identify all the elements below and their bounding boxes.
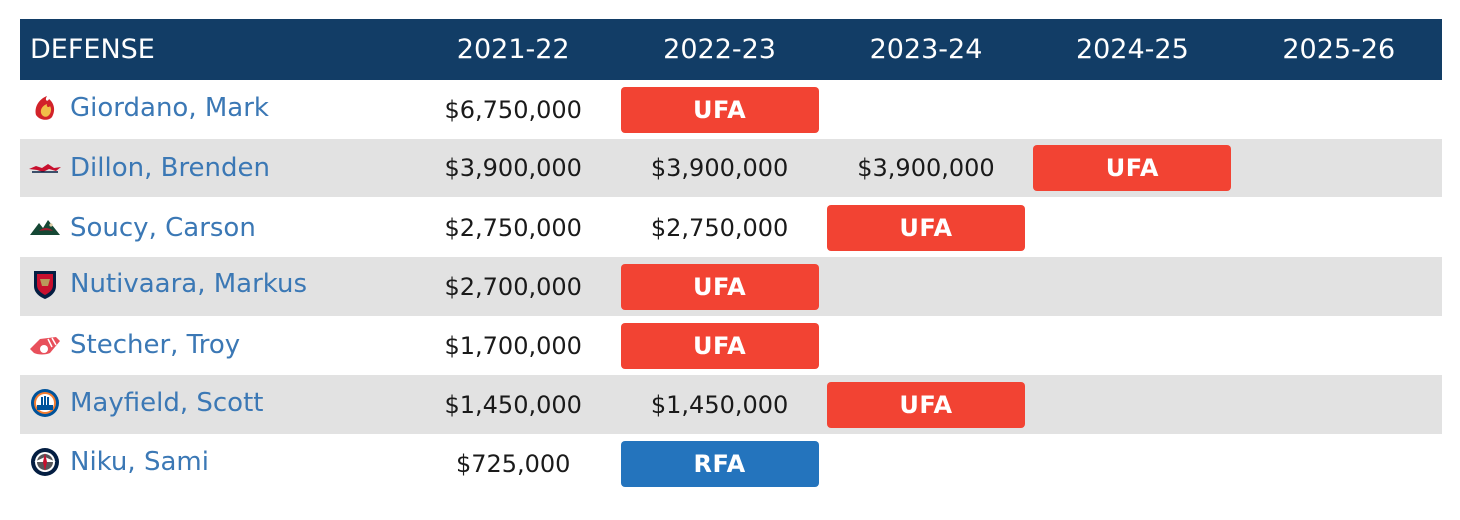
flames-logo-icon — [28, 91, 62, 125]
player-cell: Giordano, Mark — [20, 80, 410, 139]
player-row: Stecher, Troy $1,700,000 UFA — [20, 316, 1442, 375]
season-cell: UFA — [616, 257, 822, 316]
player-row: Soucy, Carson $2,750,000 $2,750,000 UFA — [20, 196, 1442, 257]
season-cell — [1236, 257, 1442, 316]
season-cell: UFA — [616, 80, 822, 139]
player-row: Niku, Sami $725,000 RFA — [20, 434, 1442, 493]
season-cell: $725,000 — [410, 434, 616, 493]
season-cell: $3,900,000 — [616, 139, 822, 198]
season-cell — [1029, 375, 1235, 434]
season-cell: $1,450,000 — [410, 375, 616, 434]
wild-logo-icon — [28, 211, 62, 245]
season-header: 2021-22 — [456, 34, 570, 65]
season-cell: UFA — [822, 196, 1030, 257]
player-name: Mayfield, Scott — [70, 387, 264, 418]
player-cell: Dillon, Brenden — [20, 139, 410, 198]
season-cell: $3,900,000 — [823, 139, 1029, 198]
position-header: DEFENSE — [30, 34, 155, 65]
season-cell — [1236, 434, 1442, 493]
player-name: Niku, Sami — [70, 446, 209, 477]
season-cell — [1235, 196, 1442, 257]
season-cell — [823, 257, 1029, 316]
player-link[interactable]: Soucy, Carson — [28, 211, 256, 245]
salary-value: $3,900,000 — [444, 153, 582, 182]
panthers-logo-icon — [28, 267, 62, 301]
player-link[interactable]: Giordano, Mark — [28, 91, 269, 125]
rfa-badge: RFA — [620, 440, 819, 487]
season-cell — [823, 316, 1029, 375]
salary-value: $3,900,000 — [650, 153, 789, 182]
player-row: Nutivaara, Markus $2,700,000 UFA — [20, 257, 1442, 316]
season-header: 2024-25 — [1075, 34, 1189, 65]
season-cell: $1,700,000 — [410, 316, 616, 375]
ufa-badge: UFA — [620, 86, 819, 133]
season-cell: RFA — [616, 434, 822, 493]
player-row: Giordano, Mark $6,750,000 UFA — [20, 80, 1442, 139]
season-cell — [1236, 316, 1442, 375]
player-name: Soucy, Carson — [70, 213, 256, 244]
player-link[interactable]: Dillon, Brenden — [28, 151, 270, 185]
defense-contracts-table: DEFENSE 2021-22 2022-23 2023-24 2024-25 … — [20, 19, 1442, 493]
player-link[interactable]: Stecher, Troy — [28, 328, 240, 362]
season-cell — [1029, 434, 1235, 493]
season-cell — [823, 80, 1029, 139]
red-wings-logo-icon — [28, 328, 62, 362]
player-name: Stecher, Troy — [70, 330, 241, 360]
season-cell: $2,750,000 — [410, 196, 617, 257]
season-cell: $6,750,000 — [410, 80, 616, 139]
player-cell: Nutivaara, Markus — [20, 257, 410, 316]
salary-value: $1,450,000 — [444, 390, 582, 419]
ufa-badge: UFA — [826, 205, 1025, 252]
season-header: 2023-24 — [869, 34, 983, 65]
player-cell: Mayfield, Scott — [20, 375, 410, 434]
capitals-logo-icon — [28, 151, 62, 185]
islanders-logo-icon — [28, 386, 62, 420]
season-header: 2022-23 — [663, 34, 776, 65]
salary-value: $2,750,000 — [444, 214, 582, 243]
season-cell: $1,450,000 — [616, 375, 822, 434]
salary-value: $2,750,000 — [650, 214, 789, 243]
season-cell: $2,750,000 — [616, 196, 823, 257]
player-name: Giordano, Mark — [70, 92, 269, 123]
table-header-row: DEFENSE 2021-22 2022-23 2023-24 2024-25 … — [20, 19, 1442, 80]
season-cell: UFA — [1029, 139, 1235, 198]
season-cell: $2,700,000 — [410, 257, 616, 316]
player-cell: Soucy, Carson — [20, 196, 410, 257]
player-name: Nutivaara, Markus — [70, 269, 308, 299]
player-row: Dillon, Brenden $3,900,000 $3,900,000 $3,90… — [20, 139, 1442, 198]
season-cell — [1029, 196, 1236, 257]
season-cell: UFA — [616, 316, 822, 375]
salary-value: $6,750,000 — [444, 95, 582, 124]
salary-value: $1,450,000 — [650, 390, 789, 419]
salary-value: $2,700,000 — [444, 272, 582, 301]
season-cell — [1029, 257, 1235, 316]
salary-value: $725,000 — [455, 449, 571, 478]
season-cell — [1236, 139, 1442, 198]
season-cell — [1236, 375, 1442, 434]
season-cell: $3,900,000 — [410, 139, 616, 198]
player-row: Mayfield, Scott $1,450,000 $1,450,000 UFA — [20, 375, 1442, 434]
season-cell — [1236, 80, 1442, 139]
player-cell: Niku, Sami — [20, 434, 410, 493]
player-link[interactable]: Niku, Sami — [28, 445, 209, 479]
player-cell: Stecher, Troy — [20, 316, 410, 375]
player-link[interactable]: Nutivaara, Markus — [28, 267, 307, 301]
season-cell — [1029, 80, 1235, 139]
ufa-badge: UFA — [826, 381, 1025, 428]
ufa-badge: UFA — [1033, 144, 1232, 191]
player-link[interactable]: Mayfield, Scott — [28, 386, 263, 420]
salary-value: $3,900,000 — [857, 153, 995, 182]
player-name: Dillon, Brenden — [70, 152, 271, 183]
season-cell — [1029, 316, 1235, 375]
salary-value: $1,700,000 — [444, 331, 582, 360]
season-header: 2025-26 — [1282, 34, 1396, 65]
season-cell: UFA — [823, 375, 1029, 434]
ufa-badge: UFA — [620, 263, 819, 310]
season-cell — [823, 434, 1029, 493]
ufa-badge: UFA — [620, 322, 819, 369]
jets-logo-icon — [28, 445, 62, 479]
